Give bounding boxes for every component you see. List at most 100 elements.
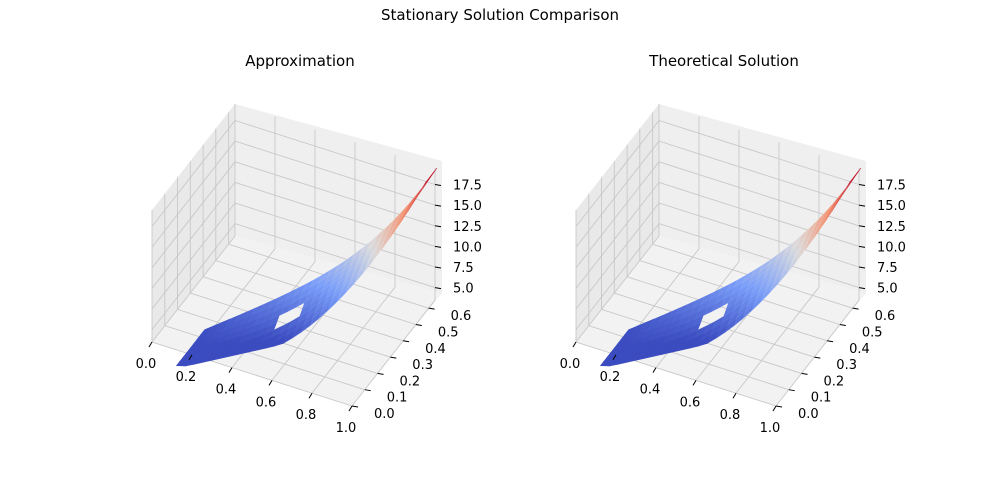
z-tick-label: 15.0: [453, 199, 482, 214]
surface-plot-3d: 0.00.20.40.60.81.00.00.10.20.30.40.50.65…: [136, 104, 482, 437]
x-tick-label: 0.6: [256, 395, 277, 410]
axes: 0.00.20.40.60.81.00.00.10.20.30.40.50.65…: [136, 179, 482, 437]
surface-patch: [850, 168, 862, 183]
z-gridline: [151, 119, 436, 227]
x-tick-label: 0.4: [640, 383, 661, 398]
y-tick: [351, 405, 359, 408]
back-pane: [659, 104, 866, 293]
x-tick: [268, 380, 273, 386]
z-tick: [434, 204, 442, 207]
y-gridline: [601, 177, 802, 374]
x-gridline: [735, 155, 820, 394]
x-tick-label: 0.2: [176, 370, 197, 385]
y-tick: [788, 389, 795, 392]
y-tick-label: 0.0: [374, 407, 395, 422]
z-gridline: [575, 181, 860, 289]
y-gridline: [164, 193, 365, 391]
y-tick: [775, 405, 783, 408]
z-gridline: [151, 140, 436, 248]
y-tick: [814, 356, 821, 359]
y-gridline: [177, 177, 378, 374]
z-tick-label: 12.5: [877, 220, 906, 235]
x-tick-label: 0.0: [136, 357, 157, 372]
x-tick: [572, 341, 577, 348]
z-tick-label: 15.0: [877, 199, 906, 214]
z-tick: [434, 225, 442, 228]
x-gridline: [775, 168, 860, 407]
axes: 0.00.20.40.60.81.00.00.10.20.30.40.50.65…: [560, 179, 906, 437]
y-tick: [415, 323, 422, 326]
y-tick-label: 0.4: [849, 342, 870, 357]
z-tick: [858, 204, 866, 207]
x-tick-label: 0.2: [600, 370, 621, 385]
x-tick: [348, 405, 353, 412]
z-tick-label: 5.0: [877, 282, 898, 297]
x-tick: [148, 341, 153, 348]
x-gridline: [311, 155, 396, 394]
y-gridline: [652, 112, 853, 309]
z-tick: [434, 245, 442, 248]
back-pane: [235, 104, 442, 293]
x-tick-label: 1.0: [760, 421, 781, 436]
z-gridline: [575, 140, 860, 248]
y-tick: [402, 340, 410, 343]
y-gridline: [626, 144, 828, 342]
y-tick-label: 0.1: [387, 391, 408, 406]
y-gridline: [189, 161, 391, 358]
y-gridline: [215, 128, 416, 325]
y-tick: [826, 340, 834, 343]
y-gridline: [202, 144, 404, 342]
z-gridline: [575, 161, 860, 269]
z-tick-label: 10.0: [453, 240, 482, 255]
y-tick-label: 0.0: [798, 407, 819, 422]
y-tick: [839, 323, 846, 326]
x-tick: [692, 380, 697, 386]
x-tick-label: 0.4: [216, 383, 237, 398]
x-tick: [188, 354, 193, 361]
y-tick: [364, 389, 371, 392]
z-tick: [858, 225, 866, 228]
z-tick-label: 17.5: [453, 179, 482, 194]
y-tick: [377, 372, 384, 375]
y-gridline: [613, 161, 815, 358]
y-tick-label: 0.3: [836, 358, 857, 373]
z-tick-label: 5.0: [453, 282, 474, 297]
surface-patch: [426, 168, 438, 183]
y-tick-label: 0.2: [824, 374, 845, 389]
y-gridline: [228, 112, 429, 309]
y-tick-label: 0.5: [438, 325, 459, 340]
x-tick: [612, 354, 617, 361]
y-tick: [428, 307, 435, 310]
z-gridline: [151, 181, 436, 289]
z-tick-label: 7.5: [453, 261, 474, 276]
z-tick: [858, 266, 866, 269]
subplot-title: Theoretical Solution: [649, 52, 799, 70]
subplot-approximation: Approximation 0.0 0.2 0.4 0.6 0.8 1.0 0.0 0.1 0.…: [90, 0, 510, 500]
z-tick-label: 17.5: [877, 179, 906, 194]
y-gridline: [639, 128, 840, 325]
x-tick: [228, 367, 233, 373]
y-tick-label: 0.6: [451, 309, 472, 324]
x-gridline: [615, 116, 700, 356]
z-tick-label: 12.5: [453, 220, 482, 235]
y-tick-label: 0.6: [875, 309, 896, 324]
x-tick-label: 0.0: [560, 357, 581, 372]
z-tick: [858, 287, 866, 290]
z-tick: [434, 266, 442, 269]
surface-plot-3d: 0.00.20.40.60.81.00.00.10.20.30.40.50.65…: [560, 104, 906, 437]
surface: [599, 168, 862, 367]
x-tick: [308, 392, 313, 399]
z-tick: [434, 184, 442, 186]
y-tick-label: 0.3: [412, 358, 433, 373]
x-gridline: [191, 116, 276, 356]
y-gridline: [588, 193, 789, 391]
x-tick-label: 1.0: [336, 421, 357, 436]
x-tick: [652, 367, 657, 373]
x-tick-label: 0.8: [720, 408, 741, 423]
x-gridline: [351, 168, 436, 407]
figure-title: Stationary Solution Comparison: [380, 6, 619, 24]
subplot-theoretical-solution: Theoretical Solution 0.0 0.2 0.4 0.6 0.8 1.0 0…: [514, 0, 934, 500]
z-tick-label: 7.5: [877, 261, 898, 276]
subplot-title: Approximation: [245, 52, 355, 70]
y-tick: [801, 372, 808, 375]
